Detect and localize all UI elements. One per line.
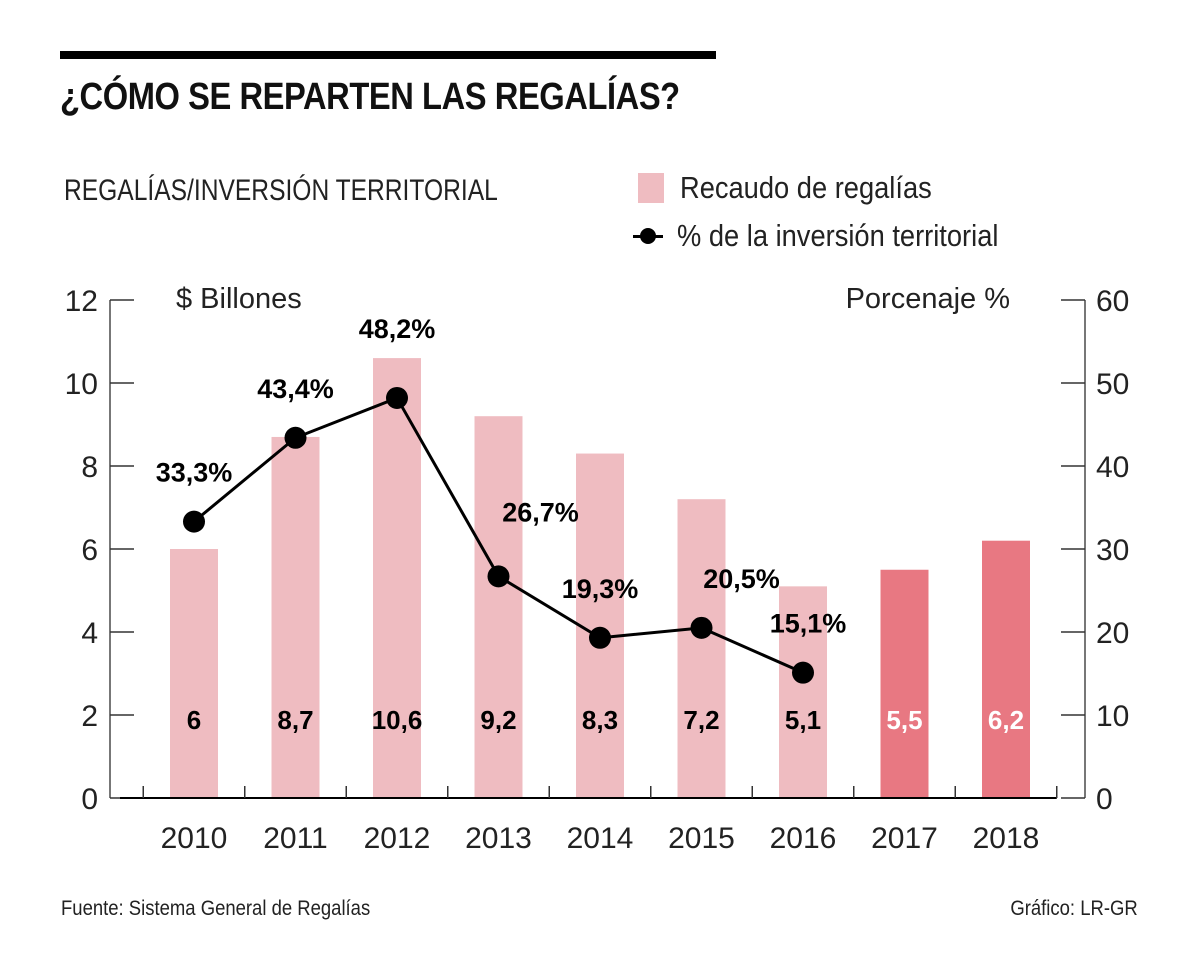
line-point-label: 48,2%	[359, 314, 436, 344]
x-axis-tick-label: 2014	[567, 822, 634, 855]
bar	[677, 499, 726, 798]
line-point	[690, 616, 713, 639]
bar	[982, 540, 1030, 798]
bar-value-label: 7,2	[683, 705, 719, 735]
legend-bar-swatch-icon	[638, 173, 664, 203]
right-axis-title: Porcenaje %	[846, 283, 1010, 315]
line-point-label: 43,4%	[257, 374, 334, 404]
legend-line-marker-icon	[633, 226, 663, 246]
legend-item-line: % de la inversión territorial	[633, 218, 1042, 254]
line-series: 33,3% 43,4% 48,2% 26,7% 19,3% 20,5% 15,1%	[156, 314, 847, 684]
right-axis-tick-label: 40	[1096, 451, 1129, 484]
right-axis-tick-label: 30	[1096, 534, 1129, 567]
legend-bar-label: Recaudo de regalías	[680, 170, 932, 205]
legend-line-label: % de la inversión territorial	[677, 218, 999, 253]
left-axis-tick-label: 6	[81, 534, 98, 567]
line-point	[386, 386, 408, 409]
line-point-label: 33,3%	[156, 458, 233, 488]
axes: 0 2 4 6 8 10 12 0 10 20 30 40 50 60 2010 2011 2012 2013 20…	[65, 285, 1130, 855]
x-axis-tick-label: 2010	[161, 822, 228, 855]
x-axis-tick-label: 2011	[263, 822, 328, 855]
source-note: Fuente: Sistema General de Regalías	[61, 897, 371, 920]
left-axis-title: $ Billones	[176, 283, 302, 315]
right-axis-tick-label: 0	[1096, 783, 1113, 816]
bar	[880, 569, 929, 798]
bar-value-label: 8,7	[277, 705, 313, 735]
line-point	[183, 510, 205, 533]
title-rule	[60, 51, 716, 59]
x-axis-tick-label: 2013	[465, 822, 532, 855]
line-point	[284, 426, 307, 449]
bar	[170, 549, 218, 798]
bar-value-label: 5,5	[886, 705, 922, 735]
bar	[271, 436, 320, 798]
left-axis-tick-label: 10	[65, 368, 98, 401]
bar	[576, 453, 624, 798]
left-axis-tick-label: 2	[81, 700, 98, 733]
x-axis-tick-label: 2017	[871, 822, 938, 855]
right-axis-tick-label: 10	[1096, 700, 1129, 733]
line-point-label: 26,7%	[502, 497, 579, 527]
chart-subtitle: REGALÍAS/INVERSIÓN TERRITORIAL	[64, 174, 498, 207]
line-point-label: 19,3%	[562, 574, 639, 604]
line-point-label: 20,5%	[703, 564, 780, 594]
x-axis-tick-label: 2015	[668, 822, 735, 855]
x-axis-tick-label: 2012	[364, 822, 431, 855]
line-point	[792, 661, 814, 684]
bar-value-label: 9,2	[480, 705, 516, 735]
right-axis-tick-label: 50	[1096, 368, 1129, 401]
bar-value-label: 5,1	[785, 705, 821, 735]
chart-title: ¿CÓMO SE REPARTEN LAS REGALÍAS?	[60, 76, 680, 118]
left-axis-tick-label: 12	[65, 285, 98, 318]
x-axis-tick-label: 2016	[770, 822, 837, 855]
right-axis-tick-label: 20	[1096, 617, 1129, 650]
left-axis-tick-label: 8	[81, 451, 98, 484]
bar-value-label: 10,6	[372, 705, 423, 735]
bar-value-label: 8,3	[582, 705, 618, 735]
line-point	[589, 626, 611, 649]
x-axis-tick-label: 2018	[973, 822, 1040, 855]
bar	[474, 416, 523, 798]
left-axis-tick-label: 0	[81, 783, 98, 816]
bar-series: 6 8,7 10,6 9,2 8,3 7,2 5,1 5,5 6,2	[170, 358, 1030, 798]
legend-item-bars: Recaudo de regalías	[638, 170, 966, 206]
left-axis-tick-label: 4	[81, 617, 98, 650]
bar-value-label: 6,2	[988, 705, 1024, 735]
bar	[373, 358, 421, 798]
right-axis-tick-label: 60	[1096, 285, 1129, 318]
line-point	[487, 565, 510, 588]
line-point-label: 15,1%	[770, 609, 847, 639]
bar-value-label: 6	[187, 705, 201, 735]
bar	[779, 586, 827, 798]
credit-note: Gráfico: LR-GR	[1010, 897, 1138, 920]
